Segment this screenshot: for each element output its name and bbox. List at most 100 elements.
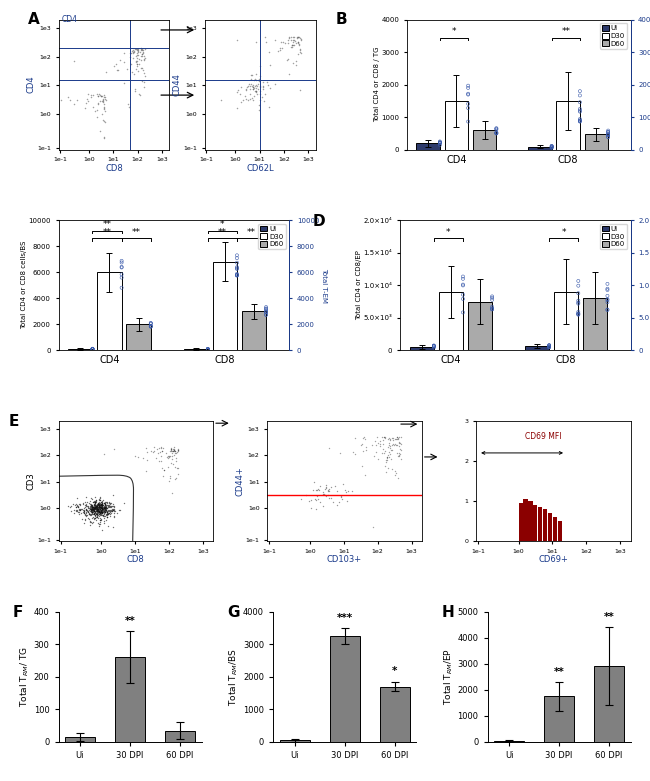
Bar xyxy=(519,503,523,541)
Point xyxy=(250,68,261,80)
Point xyxy=(435,137,445,149)
Point xyxy=(112,507,123,519)
Point xyxy=(391,467,401,480)
Point xyxy=(99,448,110,461)
Point xyxy=(387,433,398,446)
Point xyxy=(112,64,122,77)
Point xyxy=(96,505,106,517)
Point xyxy=(94,499,105,512)
Point xyxy=(100,497,110,510)
Point xyxy=(96,496,106,508)
Point xyxy=(89,497,99,510)
Point xyxy=(88,502,99,515)
Point xyxy=(95,518,105,530)
Point xyxy=(322,485,333,497)
Point xyxy=(138,64,148,77)
Point xyxy=(92,504,102,516)
Point xyxy=(100,497,110,510)
Point xyxy=(393,450,404,462)
Point xyxy=(86,505,96,517)
Point xyxy=(491,126,502,138)
Point xyxy=(575,105,585,117)
Point xyxy=(275,42,285,55)
Point xyxy=(90,502,100,515)
Point xyxy=(435,137,445,149)
Point xyxy=(97,504,107,516)
Point xyxy=(90,500,101,512)
Point xyxy=(93,497,103,510)
Point xyxy=(92,498,103,511)
Point xyxy=(102,508,112,521)
Point xyxy=(74,502,85,515)
Point xyxy=(97,507,107,519)
Point xyxy=(86,508,96,520)
Point xyxy=(99,501,110,513)
Point xyxy=(116,281,127,294)
Point xyxy=(250,85,261,98)
Point xyxy=(103,519,114,532)
Text: *: * xyxy=(220,220,225,230)
Point xyxy=(109,511,120,523)
Point xyxy=(320,488,331,501)
Point xyxy=(356,439,366,451)
Point xyxy=(138,44,148,56)
Point xyxy=(428,340,439,352)
Point xyxy=(96,90,106,102)
Point xyxy=(131,55,142,67)
Point xyxy=(170,473,180,486)
Bar xyxy=(242,312,266,351)
Point xyxy=(90,501,100,513)
Point xyxy=(85,508,96,520)
Point xyxy=(101,509,112,522)
Point xyxy=(98,502,109,515)
Point xyxy=(66,505,77,517)
Point xyxy=(96,509,107,522)
Point xyxy=(288,57,298,70)
Point xyxy=(387,439,397,451)
Point xyxy=(83,95,94,107)
Point xyxy=(92,499,103,512)
Point xyxy=(247,69,257,81)
Point xyxy=(97,499,107,512)
Point xyxy=(283,34,293,47)
Point xyxy=(96,506,106,519)
Point xyxy=(155,441,166,454)
Point xyxy=(93,503,103,515)
Point xyxy=(99,502,110,515)
Point xyxy=(164,451,174,463)
Point xyxy=(95,512,105,525)
Point xyxy=(311,483,322,496)
Point xyxy=(103,504,114,516)
Point xyxy=(359,431,370,444)
Point xyxy=(324,442,335,455)
Point xyxy=(387,432,398,444)
Point xyxy=(547,141,557,154)
Point xyxy=(248,80,258,93)
Point xyxy=(88,511,98,523)
Point xyxy=(87,501,98,514)
Point xyxy=(99,116,110,128)
Point xyxy=(156,442,166,455)
Point xyxy=(94,499,104,512)
Point xyxy=(72,506,83,519)
Point xyxy=(90,501,100,513)
Point xyxy=(132,57,142,70)
Point xyxy=(603,127,614,140)
Point xyxy=(62,500,73,512)
Point xyxy=(100,503,110,515)
Point xyxy=(80,508,90,520)
Point xyxy=(92,500,103,512)
Point xyxy=(86,502,97,515)
Point xyxy=(95,507,105,519)
Point xyxy=(72,504,82,516)
Point xyxy=(99,497,110,510)
Point xyxy=(381,454,391,466)
Point xyxy=(321,479,332,491)
Point xyxy=(90,496,100,508)
Point xyxy=(80,496,90,508)
Point xyxy=(109,504,120,516)
Point xyxy=(92,110,103,123)
Point xyxy=(92,104,102,116)
Point xyxy=(487,301,497,313)
Point xyxy=(100,503,110,515)
